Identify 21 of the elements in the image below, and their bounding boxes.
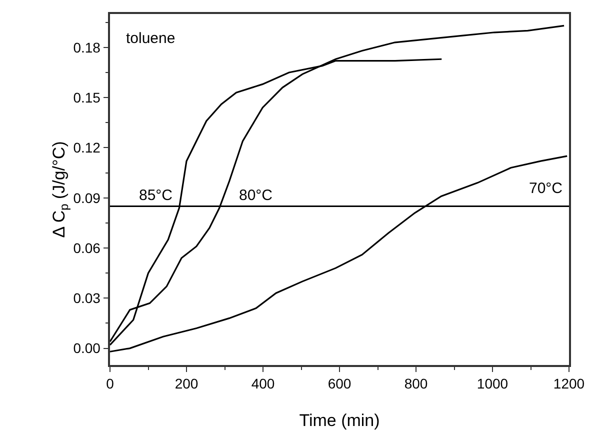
x-tick-label: 0 — [106, 376, 114, 392]
series-label: 85°C — [139, 187, 173, 204]
y-tick-label: 0.00 — [73, 340, 101, 356]
x-axis-title: Time (min) — [299, 411, 380, 430]
x-tick-label: 200 — [174, 376, 198, 392]
y-tick-label: 0.12 — [73, 140, 101, 156]
x-tick-label: 800 — [404, 376, 428, 392]
series-label: 70°C — [529, 180, 563, 197]
y-tick-label: 0.15 — [73, 89, 101, 106]
series-label: 80°C — [239, 187, 273, 204]
line-series — [110, 24, 565, 342]
y-tick-label: 0.18 — [73, 39, 101, 56]
y-tick-label: 0.06 — [73, 240, 101, 256]
annotation: toluene — [126, 30, 176, 47]
y-tick-label: 0.09 — [73, 190, 101, 206]
y-tick-label: 0.03 — [73, 290, 101, 306]
x-tick-label: 600 — [328, 376, 352, 392]
x-tick-label: 400 — [251, 376, 275, 392]
line-series — [110, 155, 568, 352]
x-tick-label: 1200 — [553, 376, 585, 392]
x-tick-label: 1000 — [476, 376, 508, 392]
